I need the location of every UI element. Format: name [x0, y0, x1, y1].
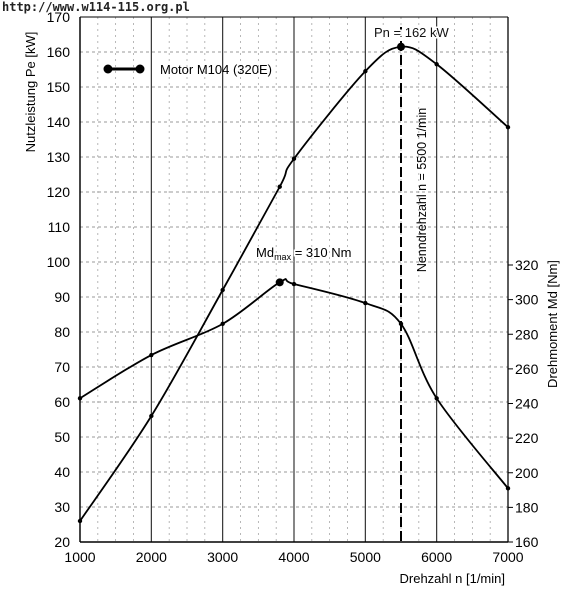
y-left-tick-label: 150 — [47, 79, 71, 95]
y-left-tick-label: 160 — [47, 44, 71, 60]
y-left-tick-label: 70 — [54, 359, 70, 375]
power-point — [77, 518, 83, 524]
y-left-tick-label: 80 — [54, 324, 70, 340]
x-axis-title: Drehzahl n [1/min] — [400, 571, 506, 586]
x-tick-label: 4000 — [278, 549, 309, 565]
power-point — [363, 69, 368, 74]
torque-point — [363, 300, 368, 306]
x-tick-label: 3000 — [207, 549, 238, 565]
grid — [79, 16, 509, 543]
legend-marker — [135, 64, 145, 74]
axes — [79, 16, 513, 543]
legend-label: Motor M104 (320E) — [160, 62, 272, 77]
y-right-tick-label: 160 — [515, 534, 539, 550]
y-right-axis-title: Drehmoment Md [Nm] — [545, 260, 560, 388]
y-right-tick-label: 300 — [515, 292, 539, 308]
y-left-tick-label: 120 — [47, 184, 71, 200]
power-point — [397, 42, 405, 51]
torque-peak-label: Mdmax = 310 Nm — [256, 245, 351, 262]
y-right-tick-label: 240 — [515, 396, 539, 412]
rated-speed-label: Nenndrehzahl n = 5500 1/min — [415, 108, 429, 272]
torque-point — [398, 321, 404, 327]
torque-point — [275, 278, 284, 287]
y-left-tick-label: 140 — [47, 114, 71, 130]
y-right-tick-label: 200 — [515, 465, 539, 481]
power-point — [149, 413, 154, 419]
y-left-axis-title: Nutzleistung Pe [kW] — [23, 32, 38, 153]
torque-point — [77, 396, 83, 401]
torque-point — [505, 486, 511, 491]
power-point — [505, 125, 511, 130]
watermark: http://www.w114-115.org.pl — [2, 0, 190, 14]
y-left-tick-label: 30 — [54, 499, 70, 515]
torque-point — [291, 281, 297, 287]
y-right-tick-label: 180 — [515, 499, 539, 515]
x-tick-label: 1000 — [64, 549, 95, 565]
y-right-tick-label: 320 — [515, 257, 539, 273]
y-left-tick-label: 100 — [47, 254, 71, 270]
y-right-tick-label: 220 — [515, 430, 539, 446]
torque-point — [434, 396, 439, 401]
series — [77, 42, 511, 524]
power-point — [220, 287, 225, 293]
labels: 20 30 40 50 60 70 80 90 100 110 120 130 140 150 160 170… — [23, 9, 560, 586]
y-left-tick-label: 90 — [54, 289, 70, 305]
legend-marker — [103, 64, 113, 74]
y-left-tick-label: 40 — [54, 464, 70, 480]
y-left-tick-label: 130 — [47, 149, 71, 165]
y-right-tick-label: 280 — [515, 326, 539, 342]
power-point — [434, 62, 439, 67]
torque-point — [220, 321, 225, 327]
y-left-tick-label: 60 — [54, 394, 70, 410]
y-left-tick-label: 20 — [54, 534, 70, 550]
x-tick-label: 5000 — [350, 549, 381, 565]
power-point — [291, 156, 297, 161]
power-curve — [79, 45, 509, 522]
y-left-tick-label: 50 — [54, 429, 70, 445]
x-tick-label: 2000 — [136, 549, 167, 565]
y-left-tick-label: 110 — [48, 219, 71, 235]
torque-point — [149, 352, 154, 358]
y-right-tick-label: 260 — [515, 361, 539, 377]
power-point — [277, 184, 282, 189]
power-peak-label: Pn = 162 kW — [374, 25, 450, 40]
y-left-tick-label: 170 — [47, 9, 71, 25]
x-tick-label: 7000 — [492, 549, 523, 565]
x-tick-label: 6000 — [421, 549, 452, 565]
